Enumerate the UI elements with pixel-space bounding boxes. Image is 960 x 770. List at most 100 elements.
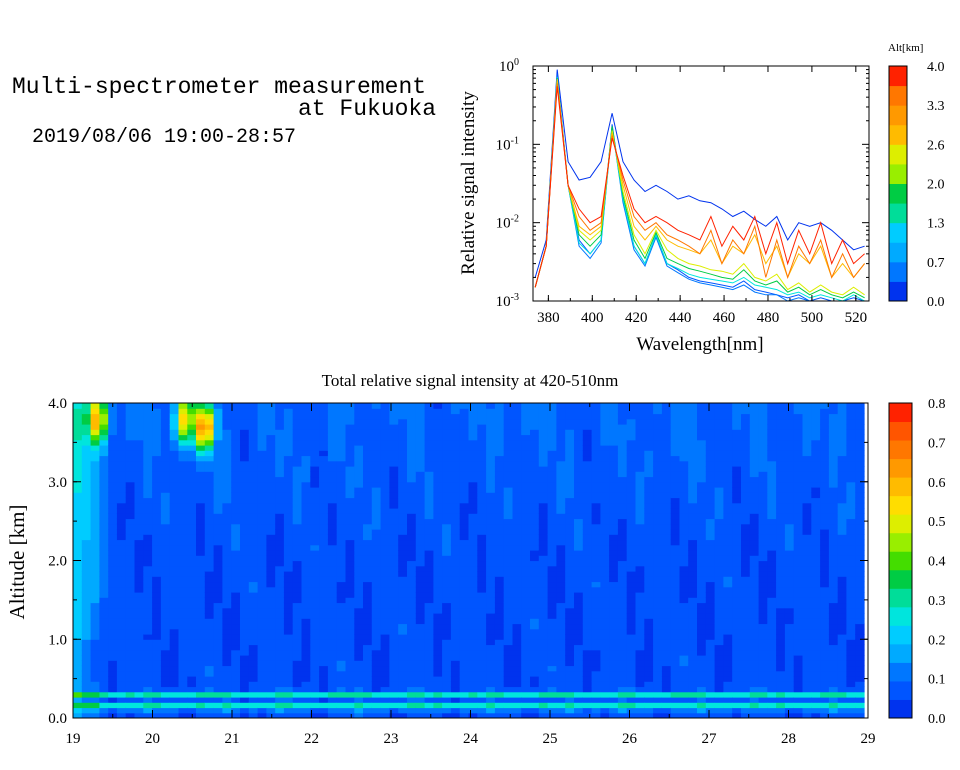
heatmap-cell <box>670 707 681 714</box>
heatmap-cell <box>187 502 197 509</box>
heatmap-cell <box>73 460 83 467</box>
heatmap-cell <box>670 445 681 451</box>
heatmap-cell <box>292 413 303 420</box>
heatmap-cell <box>459 550 470 556</box>
heatmap-cell <box>310 413 320 420</box>
heatmap-cell <box>679 455 689 462</box>
heatmap-cell <box>450 445 461 451</box>
heatmap-cell <box>661 634 672 640</box>
heatmap-cell <box>415 571 426 577</box>
heatmap-cell <box>81 508 92 514</box>
heatmap-cell <box>178 518 188 525</box>
heatmap-cell <box>609 639 619 646</box>
heatmap-cell <box>319 592 329 598</box>
heatmap-cell <box>741 455 751 462</box>
heatmap-cell <box>415 649 426 656</box>
heatmap-cell <box>398 418 408 425</box>
heatmap-cell <box>688 707 698 714</box>
heatmap-cell <box>327 429 338 436</box>
heatmap-cell <box>363 550 373 556</box>
heatmap-cell <box>644 550 654 556</box>
heatmap-cell <box>626 628 637 635</box>
heatmap-cell <box>494 586 505 593</box>
heatmap-cell <box>433 413 443 420</box>
heatmap-cell <box>723 418 733 425</box>
heatmap-cell <box>635 702 645 709</box>
heatmap-cell <box>213 602 223 609</box>
heatmap-cell <box>776 670 786 677</box>
heatmap-cell <box>670 508 681 514</box>
heatmap-cell <box>547 712 557 718</box>
heatmap-cell <box>81 529 92 535</box>
heatmap-cell <box>635 555 645 562</box>
heatmap-cell <box>116 413 127 420</box>
heatmap-cell <box>283 445 294 451</box>
heatmap-cell <box>433 686 443 693</box>
heatmap-cell <box>442 450 452 457</box>
heatmap-cell <box>433 607 443 614</box>
heatmap-cell <box>582 418 593 425</box>
heatmap-cell <box>679 408 689 415</box>
heatmap-cell <box>160 602 171 609</box>
heatmap-cell <box>547 602 557 609</box>
heatmap-cell <box>389 502 399 509</box>
heatmap-cell <box>345 497 355 504</box>
heatmap-cell <box>600 508 610 514</box>
heatmap-cell <box>477 623 487 630</box>
heatmap-cell <box>345 487 355 493</box>
heatmap-cell <box>178 471 188 478</box>
heatmap-cell <box>741 502 751 509</box>
heatmap-cell <box>503 403 514 409</box>
heatmap-cell <box>143 628 153 635</box>
heatmap-cell <box>371 613 382 619</box>
heatmap-cell <box>371 471 382 478</box>
heatmap-cell <box>741 649 751 656</box>
heatmap-cell <box>661 450 672 457</box>
heatmap-cell <box>574 628 584 635</box>
heatmap-cell <box>688 660 698 667</box>
heatmap-cell <box>283 534 294 541</box>
heatmap-cell <box>204 576 215 583</box>
heatmap-cell <box>187 639 197 646</box>
heatmap-cell <box>319 429 329 436</box>
heatmap-cell <box>415 544 426 551</box>
heatmap-cell <box>512 670 522 677</box>
heatmap-cell <box>705 529 716 535</box>
heatmap-cell <box>609 623 619 630</box>
heatmap-cell <box>116 544 127 551</box>
heatmap-cell <box>354 466 364 472</box>
heatmap-cell <box>574 691 584 698</box>
heatmap-cell <box>705 539 716 546</box>
heatmap-cell <box>134 439 144 446</box>
heatmap-cell <box>90 686 100 693</box>
heatmap-cell <box>292 707 303 714</box>
heatmap-cell <box>776 712 786 718</box>
heatmap-cell <box>433 455 443 462</box>
heatmap-cell <box>714 613 724 619</box>
heatmap-cell <box>424 413 434 420</box>
heatmap-cell <box>714 560 724 567</box>
heatmap-cell <box>424 455 434 462</box>
heatmap-cell <box>468 539 478 546</box>
heatmap-cell <box>530 508 540 514</box>
heatmap-cell <box>125 676 136 682</box>
heatmap-cell <box>732 644 742 651</box>
heatmap-cell <box>644 539 654 546</box>
heatmap-cell <box>187 702 197 709</box>
heatmap-cell <box>732 607 742 614</box>
heatmap-cell <box>749 476 760 483</box>
heatmap-cell <box>758 592 768 598</box>
heatmap-cell <box>617 508 628 514</box>
heatmap-cell <box>503 429 514 436</box>
heatmap-cells-group <box>73 403 865 718</box>
heatmap-cell <box>538 492 549 499</box>
heatmap-cell <box>459 670 470 677</box>
heatmap-cell <box>582 665 593 672</box>
heatmap-cell <box>240 665 250 672</box>
heatmap-cell <box>222 607 232 614</box>
heatmap-cell <box>670 607 681 614</box>
heatmap-cell <box>600 565 610 572</box>
heatmap-cell <box>503 550 514 556</box>
heatmap-cell <box>521 712 531 718</box>
heatmap-cell <box>644 676 654 682</box>
